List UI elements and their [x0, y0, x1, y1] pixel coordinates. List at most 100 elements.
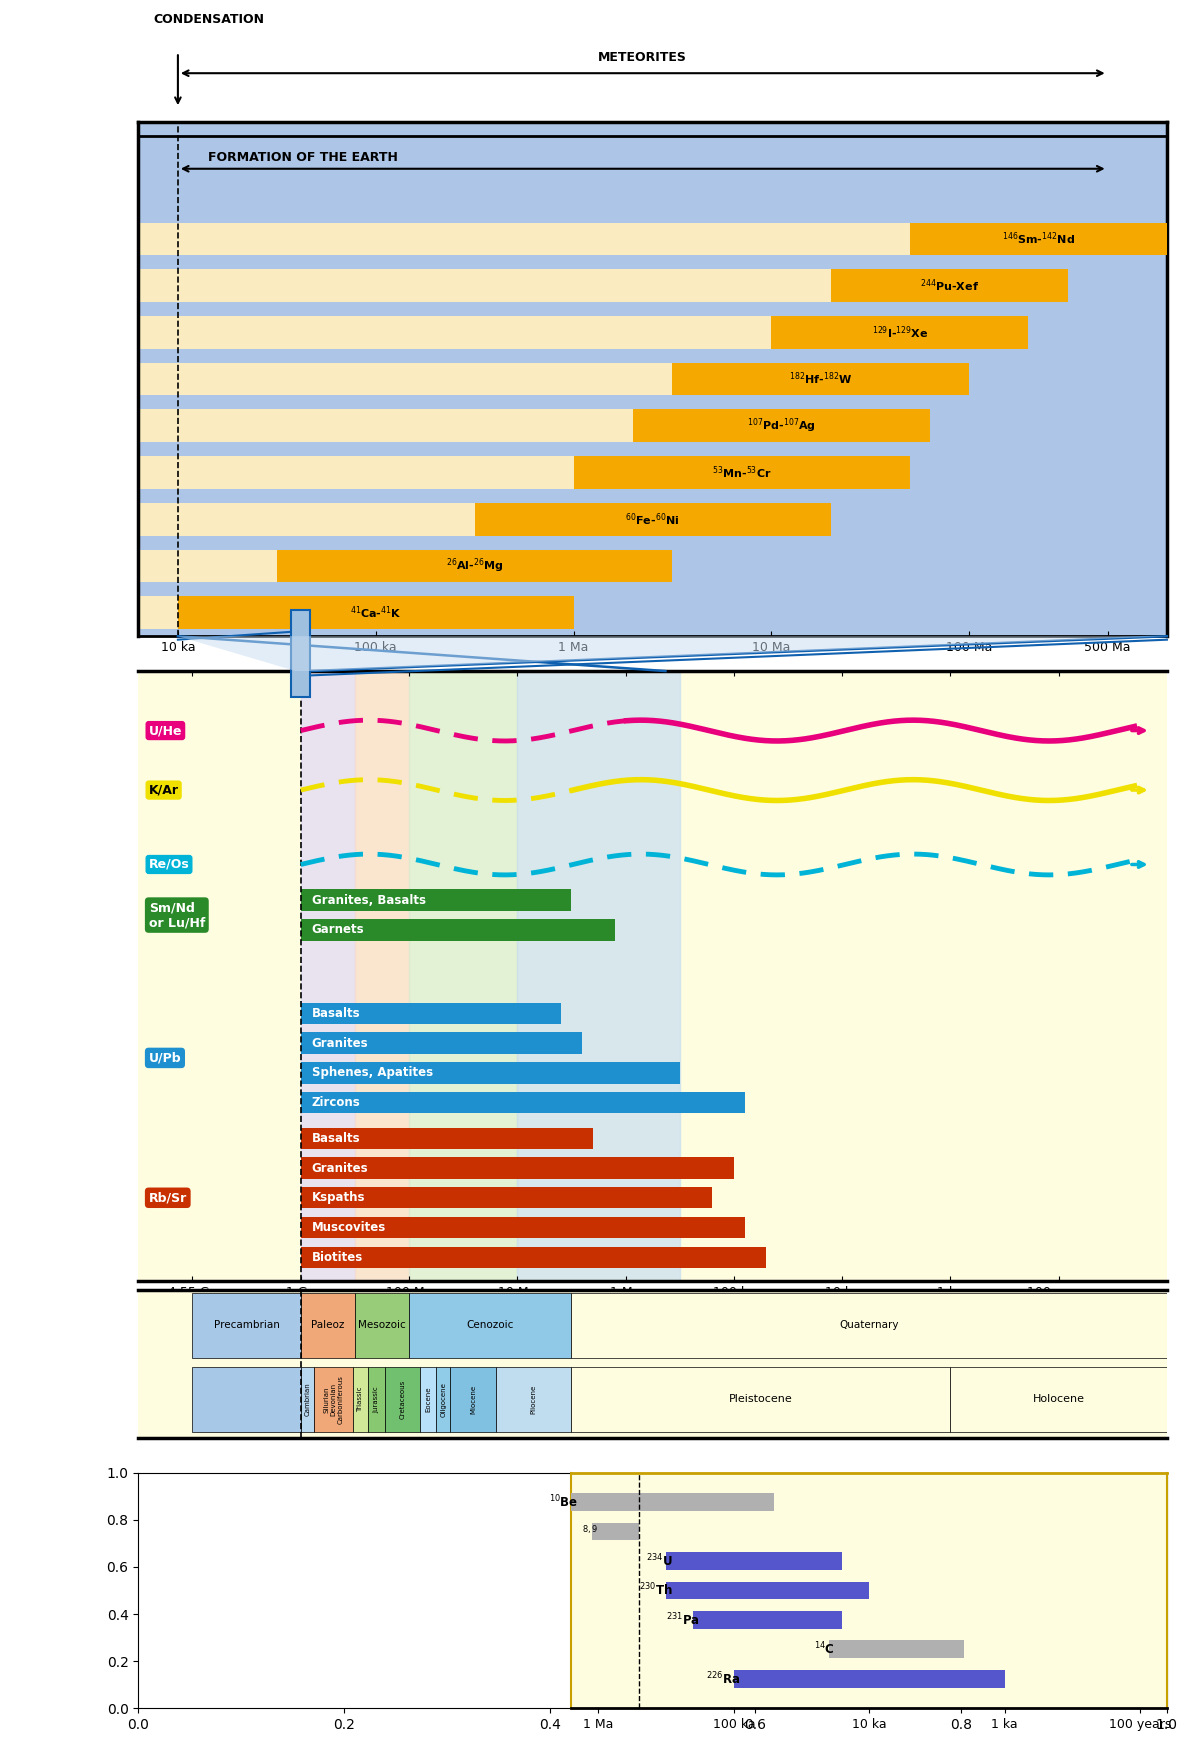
Bar: [409, 1293, 571, 1358]
Bar: [475, 504, 830, 535]
Bar: [517, 671, 680, 1281]
Bar: [355, 1293, 409, 1358]
Text: $^{10}$Be: $^{10}$Be: [549, 1494, 579, 1511]
Bar: [138, 596, 178, 629]
Bar: [301, 671, 355, 1281]
Text: U/Pb: U/Pb: [149, 1051, 182, 1065]
Bar: [138, 504, 475, 535]
Polygon shape: [178, 636, 1167, 671]
Text: $^{182}$Hf-$^{182}$W: $^{182}$Hf-$^{182}$W: [789, 371, 853, 387]
Bar: [138, 223, 909, 254]
Bar: [301, 1032, 582, 1055]
Bar: [291, 610, 310, 697]
Text: Miocene: Miocene: [470, 1386, 476, 1414]
Bar: [666, 1553, 842, 1570]
Bar: [301, 919, 615, 941]
Text: Jurassic: Jurassic: [374, 1386, 379, 1414]
Text: $^{234}$U: $^{234}$U: [646, 1553, 672, 1569]
Bar: [734, 1670, 1005, 1687]
Bar: [301, 889, 571, 912]
Text: Pleistocene: Pleistocene: [729, 1394, 793, 1405]
Bar: [352, 1367, 368, 1433]
Text: Cambrian: Cambrian: [304, 1382, 310, 1417]
Bar: [435, 1367, 450, 1433]
Text: Cenozoic: Cenozoic: [467, 1321, 514, 1330]
Bar: [571, 1494, 775, 1511]
Text: Quaternary: Quaternary: [840, 1321, 899, 1330]
Text: Precambrian: Precambrian: [214, 1321, 279, 1330]
Text: $^{230}$Th: $^{230}$Th: [639, 1583, 672, 1598]
Text: Kspaths: Kspaths: [312, 1190, 365, 1204]
Bar: [301, 1367, 314, 1433]
Bar: [574, 457, 909, 490]
Text: Paleoz: Paleoz: [312, 1321, 344, 1330]
Bar: [301, 1128, 593, 1149]
Text: Cretaceous: Cretaceous: [399, 1380, 405, 1419]
Bar: [420, 1367, 435, 1433]
Bar: [409, 671, 517, 1281]
Text: Basalts: Basalts: [312, 1007, 360, 1020]
Bar: [830, 268, 1068, 302]
Text: Granites: Granites: [312, 1037, 368, 1049]
Bar: [355, 671, 409, 1281]
Bar: [301, 1293, 355, 1358]
Text: $^{14}$C: $^{14}$C: [814, 1640, 835, 1658]
Bar: [277, 549, 672, 582]
Bar: [571, 1293, 1167, 1358]
Text: Granites: Granites: [312, 1161, 368, 1175]
Bar: [138, 410, 633, 443]
Bar: [771, 315, 1029, 349]
Text: $^{8,9}$: $^{8,9}$: [582, 1525, 599, 1537]
Bar: [301, 1187, 712, 1208]
Text: Re/Os: Re/Os: [149, 858, 189, 872]
Text: $^{146}$Sm-$^{142}$Nd: $^{146}$Sm-$^{142}$Nd: [1002, 230, 1074, 248]
Text: $^{107}$Pd-$^{107}$Ag: $^{107}$Pd-$^{107}$Ag: [747, 417, 816, 436]
Bar: [301, 1061, 680, 1084]
Text: Rb/Sr: Rb/Sr: [149, 1190, 186, 1204]
Bar: [192, 1367, 301, 1433]
Text: $^{41}$Ca-$^{41}$K: $^{41}$Ca-$^{41}$K: [350, 605, 402, 621]
Bar: [301, 1002, 561, 1023]
Text: $^{231}$Pa: $^{231}$Pa: [666, 1612, 700, 1628]
Bar: [368, 1367, 385, 1433]
Bar: [314, 1367, 352, 1433]
Text: Garnets: Garnets: [312, 924, 365, 936]
Text: Holocene: Holocene: [1032, 1394, 1085, 1405]
Text: Sm/Nd
or Lu/Hf: Sm/Nd or Lu/Hf: [149, 901, 205, 929]
Text: $^{26}$Al-$^{26}$Mg: $^{26}$Al-$^{26}$Mg: [446, 556, 504, 575]
Text: K/Ar: K/Ar: [149, 784, 178, 797]
Bar: [385, 1367, 420, 1433]
Text: Zircons: Zircons: [312, 1096, 361, 1109]
Text: U/He: U/He: [149, 723, 182, 737]
Text: $^{129}$I-$^{129}$Xe: $^{129}$I-$^{129}$Xe: [872, 324, 929, 340]
Text: Triassic: Triassic: [357, 1387, 363, 1412]
Text: Pliocene: Pliocene: [531, 1386, 537, 1414]
Text: Mesozoic: Mesozoic: [358, 1321, 405, 1330]
Text: $^{53}$Mn-$^{53}$Cr: $^{53}$Mn-$^{53}$Cr: [712, 464, 771, 481]
Bar: [693, 1611, 842, 1628]
Bar: [138, 549, 277, 582]
Bar: [829, 1640, 964, 1658]
Bar: [138, 363, 672, 396]
Text: FORMATION OF THE EARTH: FORMATION OF THE EARTH: [208, 152, 397, 164]
Bar: [592, 1523, 639, 1541]
Bar: [672, 363, 970, 396]
Bar: [301, 1246, 766, 1267]
Text: CONDENSATION: CONDENSATION: [154, 14, 265, 26]
Bar: [192, 1293, 301, 1358]
Text: Basalts: Basalts: [312, 1131, 360, 1145]
Bar: [138, 457, 574, 490]
Bar: [633, 410, 930, 443]
Bar: [450, 1367, 496, 1433]
Text: Eocene: Eocene: [425, 1387, 431, 1412]
Text: Muscovites: Muscovites: [312, 1222, 386, 1234]
Text: Sphenes, Apatites: Sphenes, Apatites: [312, 1067, 433, 1079]
Text: $^{60}$Fe-$^{60}$Ni: $^{60}$Fe-$^{60}$Ni: [626, 511, 680, 528]
Bar: [138, 268, 830, 302]
Text: $^{226}$Ra: $^{226}$Ra: [706, 1670, 741, 1687]
Text: $^{244}$Pu-Xef: $^{244}$Pu-Xef: [920, 277, 979, 295]
Bar: [178, 596, 574, 629]
Text: Silurian
Devonian
Carboniferous: Silurian Devonian Carboniferous: [324, 1375, 343, 1424]
Bar: [950, 1367, 1167, 1433]
Text: Oligocene: Oligocene: [440, 1382, 446, 1417]
